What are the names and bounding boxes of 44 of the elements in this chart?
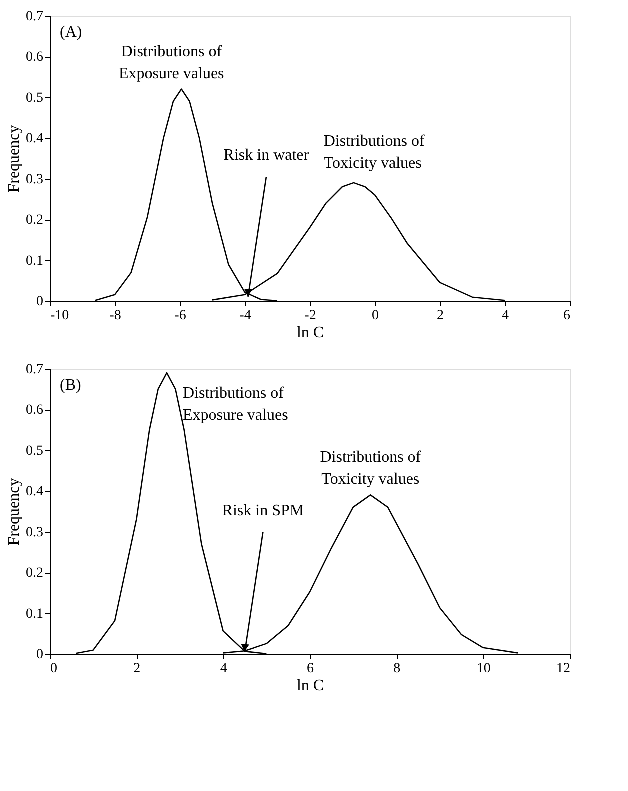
y-tick-label: 0.6 bbox=[26, 403, 44, 418]
x-tick-label: -10 bbox=[50, 308, 70, 324]
series-label: Distributions of Toxicity values bbox=[320, 449, 422, 488]
y-tick-label: 0.2 bbox=[26, 213, 44, 228]
series-label: Distributions of Exposure values bbox=[118, 43, 224, 82]
chart-title: (B) bbox=[60, 377, 82, 394]
x-axis-title: ln C bbox=[296, 324, 324, 342]
y-tick-label: 0.4 bbox=[26, 484, 44, 500]
series-label: Distributions of Exposure values bbox=[183, 385, 288, 424]
y-tick-label: 0.1 bbox=[26, 606, 44, 622]
y-tick-label: 0.1 bbox=[26, 254, 44, 269]
y-tick-label: 0.5 bbox=[26, 444, 44, 459]
x-tick-label: 10 bbox=[476, 662, 491, 676]
x-tick-label: 0 bbox=[372, 308, 379, 324]
annotation: Risk in SPM bbox=[222, 502, 304, 520]
x-tick-label: -6 bbox=[174, 308, 186, 324]
chart-title: (A) bbox=[60, 24, 82, 41]
x-tick-label: -8 bbox=[110, 308, 122, 324]
y-axis-title: Frequency bbox=[6, 125, 23, 193]
x-tick-label: 4 bbox=[502, 308, 509, 324]
x-tick-label: -2 bbox=[304, 308, 316, 324]
annotation: Risk in water bbox=[224, 147, 310, 164]
x-tick-label: -4 bbox=[240, 308, 252, 324]
x-tick-label: 12 bbox=[556, 662, 570, 676]
y-axis-title: Frequency bbox=[6, 478, 23, 546]
y-tick-label: 0.3 bbox=[26, 172, 44, 188]
x-axis-title: ln C bbox=[296, 678, 324, 694]
y-tick-label: 0 bbox=[36, 648, 44, 662]
y-tick-label: 0.2 bbox=[26, 566, 44, 582]
series-label: Distributions of Toxicity values bbox=[324, 132, 426, 172]
y-tick-label: 0.5 bbox=[26, 90, 44, 106]
y-tick-label: 0 bbox=[36, 294, 44, 310]
x-tick-label: 4 bbox=[220, 662, 228, 676]
x-tick-label: 0 bbox=[50, 662, 58, 676]
x-tick-label: 6 bbox=[564, 308, 570, 324]
y-tick-label: 0.6 bbox=[26, 50, 44, 66]
x-tick-label: 8 bbox=[394, 662, 401, 676]
y-tick-label: 0.7 bbox=[26, 362, 44, 378]
x-tick-label: 2 bbox=[437, 308, 444, 324]
y-tick-label: 0.3 bbox=[26, 525, 44, 540]
y-tick-label: 0.4 bbox=[26, 132, 44, 147]
x-tick-label: 6 bbox=[307, 662, 314, 676]
y-tick-label: 0.7 bbox=[26, 10, 44, 24]
x-tick-label: 2 bbox=[134, 662, 141, 676]
